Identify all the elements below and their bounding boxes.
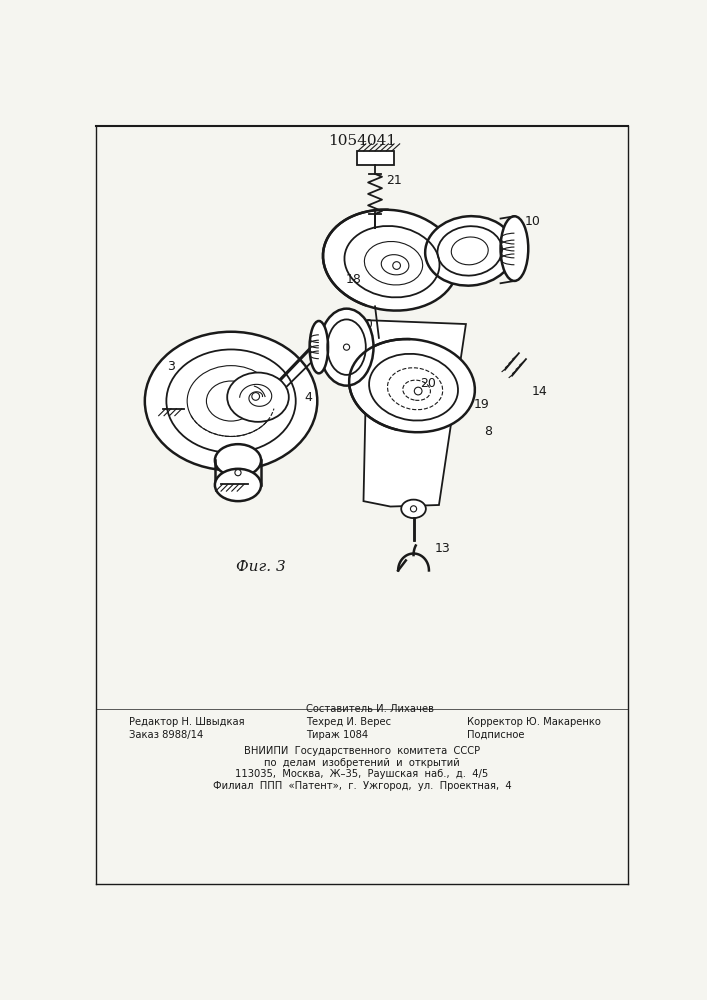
Ellipse shape: [145, 332, 317, 470]
Polygon shape: [363, 320, 466, 507]
Text: 4: 4: [304, 391, 312, 404]
Text: 1054041: 1054041: [328, 134, 396, 148]
Ellipse shape: [310, 321, 328, 373]
Text: 113035,  Москва,  Ж–35,  Раушская  наб.,  д.  4/5: 113035, Москва, Ж–35, Раушская наб., д. …: [235, 769, 489, 779]
Text: Корректор Ю. Макаренко: Корректор Ю. Макаренко: [467, 717, 602, 727]
Circle shape: [414, 387, 422, 395]
Ellipse shape: [215, 444, 261, 477]
Circle shape: [393, 262, 400, 269]
Ellipse shape: [215, 469, 261, 501]
Text: 10: 10: [525, 215, 540, 228]
Circle shape: [411, 506, 416, 512]
Text: 20: 20: [420, 377, 436, 390]
Text: Редактор Н. Швыдкая: Редактор Н. Швыдкая: [129, 717, 244, 727]
Ellipse shape: [425, 216, 515, 286]
Text: 3: 3: [167, 360, 175, 373]
Ellipse shape: [227, 373, 288, 422]
Circle shape: [344, 344, 350, 350]
Text: Заказ 8988/14: Заказ 8988/14: [129, 730, 203, 740]
Text: по  делам  изобретений  и  открытий: по делам изобретений и открытий: [264, 758, 460, 768]
Text: 14: 14: [532, 385, 547, 398]
Ellipse shape: [323, 210, 458, 311]
Ellipse shape: [402, 500, 426, 518]
Text: 21: 21: [386, 174, 402, 187]
Text: Тираж 1084: Тираж 1084: [305, 730, 368, 740]
Text: ВНИИПИ  Государственного  комитета  СССР: ВНИИПИ Государственного комитета СССР: [244, 746, 480, 756]
Text: 8: 8: [484, 425, 492, 438]
Ellipse shape: [320, 309, 373, 386]
Circle shape: [252, 393, 259, 400]
Text: Филиал  ППП  «Патент»,  г.  Ужгород,  ул.  Проектная,  4: Филиал ППП «Патент», г. Ужгород, ул. Про…: [213, 781, 511, 791]
Bar: [356, 151, 394, 165]
Text: Составитель И. Лихачев: Составитель И. Лихачев: [305, 704, 433, 714]
Text: 13: 13: [434, 542, 450, 555]
Text: 19: 19: [474, 398, 489, 411]
Text: Подписное: Подписное: [467, 730, 525, 740]
Ellipse shape: [501, 216, 528, 281]
Ellipse shape: [349, 339, 475, 432]
Text: 10: 10: [357, 318, 373, 331]
Circle shape: [235, 470, 241, 476]
Text: 18: 18: [345, 273, 361, 286]
Text: Техред И. Верес: Техред И. Верес: [305, 717, 391, 727]
Text: 5: 5: [234, 491, 242, 504]
Text: Фиг. 3: Фиг. 3: [236, 560, 286, 574]
